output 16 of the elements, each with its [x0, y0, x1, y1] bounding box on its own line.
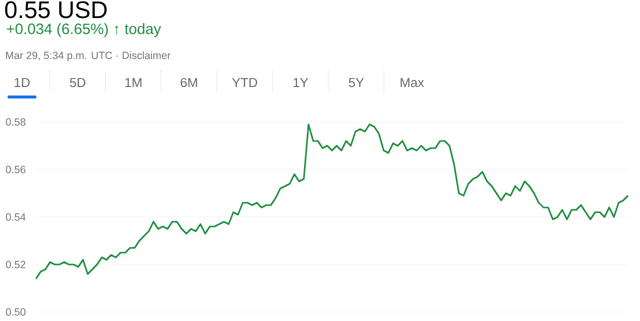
text: 1M	[125, 78, 142, 87]
chart-subtitle: +0.034 (6.65%) ↑ today	[6, 23, 162, 38]
y-tick-label: 0.54	[6, 213, 26, 221]
text: 6M	[180, 78, 198, 88]
text: 1D	[14, 78, 30, 87]
y-tick-label: 0.58	[6, 118, 26, 126]
text: Max	[400, 78, 424, 88]
text: 5D	[70, 78, 86, 88]
y-tick-label: 0.56	[6, 166, 26, 174]
text: YTD	[232, 78, 258, 87]
y-tick-label: 0.52	[6, 260, 26, 268]
y-tick-label: 0.50	[6, 308, 26, 316]
text: 1Y	[294, 78, 308, 87]
text: Mar 29, 5:34 p.m. UTC · Disclaimer	[6, 51, 170, 62]
chart-title: 0.55 USD	[5, 1, 107, 18]
text: 5Y	[348, 78, 364, 88]
